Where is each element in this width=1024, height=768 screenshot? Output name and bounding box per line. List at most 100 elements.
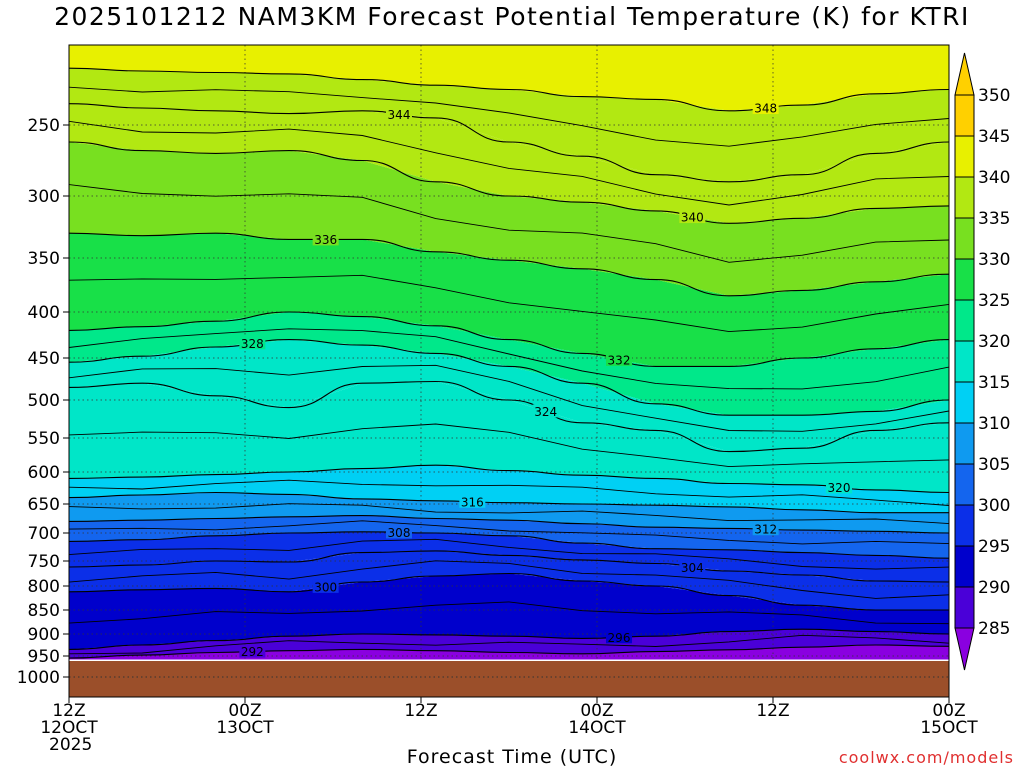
colorbar-swatch-350 (954, 94, 975, 137)
isentrope-308 (69, 531, 949, 559)
isentrope-324 (69, 380, 949, 453)
isentrope-label-bg-320 (826, 480, 852, 494)
isentrope-label-bg-300 (312, 579, 339, 593)
y-tick-label-850: 850 (28, 601, 60, 621)
isentrope-346 (69, 86, 949, 147)
isentrope-label-bg-348 (752, 100, 779, 114)
isentrope-label-bg-292 (239, 644, 266, 658)
colorbar-label-315: 315 (978, 373, 1010, 393)
isentrope-294 (69, 634, 949, 655)
isentrope-322 (69, 423, 949, 468)
fill-band-332 (69, 233, 949, 367)
colorbar-swatch-320 (954, 340, 975, 383)
isentrope-label-320: 320 (828, 481, 851, 495)
y-tick-label-750: 750 (28, 552, 60, 572)
isentrope-label-312: 312 (754, 523, 777, 537)
chart-title: 2025101212 NAM3KM Forecast Potential Tem… (54, 2, 970, 31)
isentrope-label-bg-308 (386, 525, 412, 539)
colorbar-label-305: 305 (978, 455, 1010, 475)
colorbar-label-340: 340 (978, 168, 1010, 188)
isentrope-320 (69, 464, 949, 494)
isentrope-label-340: 340 (681, 211, 704, 225)
isentrope-344 (69, 103, 949, 183)
colorbar-label-330: 330 (978, 250, 1010, 270)
isentrope-326 (69, 364, 949, 432)
colorbar-label-295: 295 (978, 537, 1010, 557)
credit-link[interactable]: coolwx.com/models (838, 748, 1014, 767)
x-tick-label-60-1: 15OCT (920, 718, 978, 738)
colorbar-top-arrow (954, 52, 975, 96)
isentrope-348 (69, 67, 949, 112)
isentrope-label-300: 300 (314, 580, 337, 594)
isentrope-label-328: 328 (241, 337, 264, 351)
colorbar-swatch-305 (954, 463, 975, 506)
fill-band-328 (69, 312, 949, 416)
colorbar-label-335: 335 (978, 209, 1010, 229)
isentrope-312 (69, 515, 949, 534)
x-tick-label-0-2: 2025 (49, 735, 92, 755)
isentrope-302 (69, 560, 949, 599)
isentrope-306 (69, 538, 949, 570)
isentrope-label-304: 304 (681, 561, 704, 575)
y-tick-label-350: 350 (28, 249, 60, 269)
isentrope-label-bg-312 (752, 522, 779, 536)
colorbar-swatch-340 (954, 176, 975, 219)
y-tick-label-950: 950 (28, 647, 60, 667)
fill-band-304 (69, 531, 949, 582)
isentrope-342 (69, 120, 949, 206)
y-tick-label-500: 500 (28, 391, 60, 411)
colorbar-swatch-335 (954, 217, 975, 260)
colorbar-swatch-330 (954, 258, 975, 301)
colorbar-swatch-300 (954, 504, 975, 547)
y-tick-label-600: 600 (28, 463, 60, 483)
y-tick-label-300: 300 (28, 187, 60, 207)
plot-frame (68, 44, 950, 698)
isentrope-label-bg-328 (239, 336, 266, 350)
isentrope-label-bg-324 (532, 404, 559, 418)
y-tick-label-450: 450 (28, 349, 60, 369)
grid-layer (69, 45, 949, 697)
colorbar-label-345: 345 (978, 127, 1010, 147)
x-tick-label-60-0: 00Z (932, 701, 965, 721)
isentrope-label-316: 316 (461, 495, 484, 509)
ground-fill (69, 660, 949, 697)
colorbar-label-325: 325 (978, 291, 1010, 311)
isentrope-296 (69, 628, 949, 650)
colorbar-swatch-325 (954, 299, 975, 342)
isentrope-label-324: 324 (534, 405, 557, 419)
isentrope-316 (69, 491, 949, 514)
isentrope-300 (69, 572, 949, 611)
isentrope-label-292: 292 (241, 645, 264, 659)
colorbar-label-310: 310 (978, 414, 1010, 434)
fill-band-320 (69, 381, 949, 493)
isentrope-label-344: 344 (388, 108, 411, 122)
y-tick-label-700: 700 (28, 524, 60, 544)
x-tick-label-36-1: 14OCT (568, 718, 626, 738)
isentrope-label-bg-316 (459, 494, 486, 508)
colorbar-swatch-315 (954, 381, 975, 424)
x-tick-label-12-0: 00Z (228, 701, 261, 721)
colorbar-bottom-arrow (954, 627, 975, 671)
fill-band-324 (69, 339, 949, 452)
fill-band-348 (69, 45, 949, 111)
y-tick-label-650: 650 (28, 495, 60, 515)
isentrope-label-296: 296 (608, 631, 631, 645)
isentrope-318 (69, 479, 949, 506)
isentrope-292 (69, 644, 949, 659)
isentrope-304 (69, 550, 949, 583)
x-axis-title: Forecast Time (UTC) (406, 746, 618, 768)
colorbar-swatch-345 (954, 135, 975, 178)
isentrope-label-308: 308 (388, 526, 411, 540)
isentrope-332 (69, 311, 949, 367)
colorbar: 285 290 295 300 305 310 315 320 325 330 335 340 345 3… (954, 52, 1010, 671)
fill-band-344 (69, 68, 949, 182)
isentrope-label-bg-336 (312, 232, 339, 246)
isentrope-334 (69, 274, 949, 333)
isentrope-label-bg-332 (606, 352, 632, 366)
isentrope-label-bg-296 (606, 630, 632, 644)
colorbar-label-285: 285 (978, 619, 1010, 639)
fill-band-336 (69, 142, 949, 296)
colorbar-label-350: 350 (978, 86, 1010, 106)
y-tick-label-1000: 1000 (17, 668, 60, 688)
